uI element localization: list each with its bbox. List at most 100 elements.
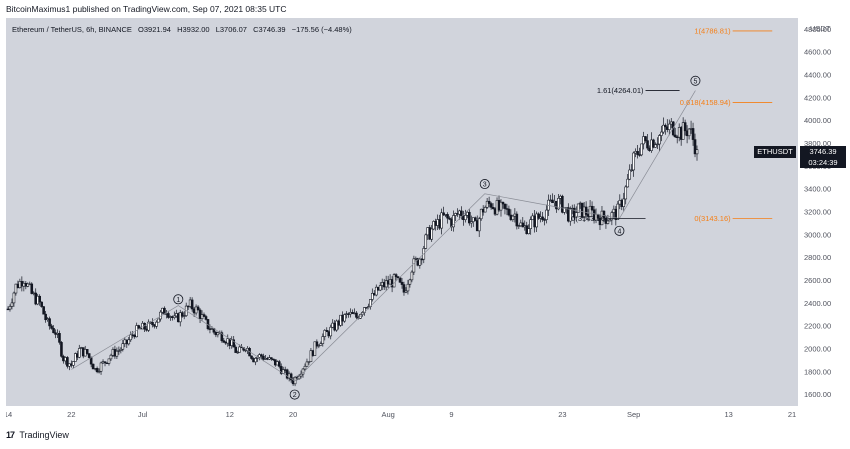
candle-down — [398, 277, 402, 283]
candle-up — [374, 286, 378, 296]
candle-up — [408, 279, 412, 285]
candle-up — [129, 334, 133, 341]
candle-up — [77, 348, 81, 358]
wave-label-circle — [690, 75, 701, 86]
y-tick-label: 2600.00 — [804, 276, 831, 285]
top-bar: BitcoinMaximus1 published on TradingView… — [0, 0, 850, 18]
legend-low: L3706.07 — [215, 25, 247, 34]
candle-up — [658, 135, 661, 145]
y-tick-label: 4400.00 — [804, 71, 831, 80]
fib-level-label: 0(3143.16) — [694, 214, 731, 223]
candle-down — [503, 203, 507, 209]
x-tick-label: 20 — [289, 410, 297, 419]
x-tick-label: 14 — [6, 410, 12, 419]
candle-down — [151, 322, 154, 326]
candle-up — [121, 343, 125, 350]
legend-symbol[interactable]: Ethereum / TetherUS, 6h, BINANCE — [12, 25, 132, 34]
candle-down — [602, 210, 606, 219]
candle-down — [204, 316, 208, 320]
wave-label: 2 — [289, 389, 300, 400]
candle-up — [606, 220, 610, 224]
candle-up — [371, 293, 374, 300]
chart-legend: Ethereum / TetherUS, 6h, BINANCE O3921.9… — [12, 25, 352, 34]
bar-countdown: 03:24:39 — [808, 158, 838, 167]
candle-down — [315, 341, 319, 347]
candle-up — [630, 169, 633, 172]
wave-label: 5 — [690, 75, 701, 86]
x-tick-label: Sep — [627, 410, 640, 419]
candle-up — [392, 274, 396, 288]
candle-down — [652, 139, 655, 148]
candle-up — [410, 271, 414, 281]
wave-label-number: 1 — [176, 297, 180, 304]
candle-down — [365, 307, 368, 309]
candle-up — [319, 343, 323, 346]
wave-label: 4 — [614, 225, 625, 236]
symbol-price-tag: ETHUSDT — [754, 146, 796, 158]
candle-down — [491, 207, 495, 209]
candle-up — [303, 365, 307, 370]
y-tick-label: 3000.00 — [804, 230, 831, 239]
candle-down — [222, 340, 226, 343]
wave-label-circle — [173, 294, 184, 305]
candle-down — [167, 313, 170, 318]
candle-up — [535, 213, 538, 228]
last-price-label: 3746.39 03:24:39 — [800, 146, 846, 168]
candle-up — [72, 361, 75, 366]
candle-down — [289, 373, 293, 381]
candle-up — [563, 207, 566, 213]
candle-down — [489, 203, 493, 208]
candle-down — [38, 295, 41, 303]
chart-plot-area[interactable]: 1.61(4264.01) 0(3143.16) 1(4786.81) 0.618(4… — [6, 18, 798, 406]
candle-up — [576, 203, 580, 213]
candle-up — [147, 321, 150, 331]
legend-high: H3932.00 — [177, 25, 210, 34]
candle-down — [521, 222, 525, 228]
price-axis[interactable]: 1600.00 1800.00 2000.00 2200.00 2400.00 2600.… — [798, 18, 850, 406]
candle-up — [483, 207, 487, 213]
candle-down — [442, 212, 445, 216]
wave-label-circle — [479, 179, 490, 190]
candle-up — [616, 203, 620, 220]
candle-up — [8, 306, 12, 310]
candle-up — [485, 200, 489, 208]
candle-up — [662, 124, 665, 133]
candle-up — [511, 215, 515, 220]
candle-up — [687, 128, 691, 137]
candle-up — [568, 208, 572, 222]
time-axis[interactable]: 14 22 Jul 12 20 Aug 9 23 Sep 13 21 — [4, 406, 798, 424]
candle-up — [321, 336, 325, 344]
candle-up — [527, 228, 531, 235]
candle-up — [97, 370, 101, 373]
footer-brand-name: TradingView — [19, 430, 69, 440]
candle-down — [420, 258, 424, 261]
candle-down — [40, 301, 43, 307]
candle-down — [487, 200, 491, 204]
price-chart[interactable]: 1.61(4264.01) 0(3143.16) 1(4786.81) 0.618(4… — [6, 18, 798, 406]
candle-down — [180, 312, 184, 317]
candle-down — [543, 219, 546, 221]
candle-down — [683, 122, 687, 132]
last-price-value: 3746.39 — [809, 147, 837, 156]
publisher-info: BitcoinMaximus1 published on TradingView… — [6, 4, 287, 14]
candle-down — [664, 124, 667, 128]
candle-down — [501, 201, 505, 205]
candle-down — [50, 325, 53, 329]
candle-down — [646, 140, 649, 149]
candle-up — [574, 212, 578, 218]
wave-label-circle — [289, 389, 300, 400]
candle-down — [396, 276, 400, 279]
candle-up — [254, 358, 257, 363]
candle-up — [127, 339, 131, 345]
candle-down — [507, 208, 511, 216]
candle-up — [529, 219, 532, 229]
x-tick-label: 23 — [558, 410, 566, 419]
candle-up — [608, 219, 612, 222]
candle-up — [307, 361, 311, 363]
fib-level-label: 1.61(4264.01) — [597, 86, 644, 95]
candle-up — [236, 351, 239, 354]
candle-down — [137, 325, 140, 329]
candle-up — [317, 344, 321, 347]
candle-down — [446, 214, 449, 219]
footer-brand[interactable]: 17 TradingView — [6, 430, 69, 440]
